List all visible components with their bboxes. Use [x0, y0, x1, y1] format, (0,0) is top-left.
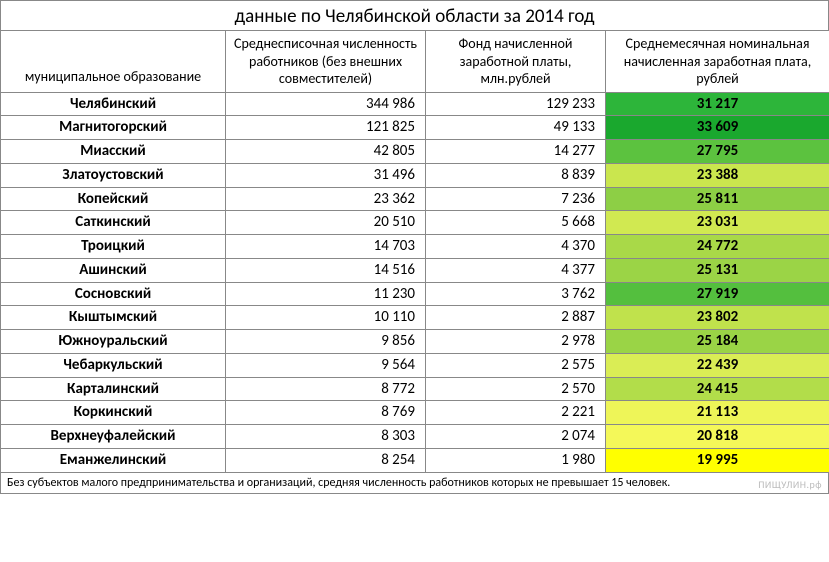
table-row: Чебаркульский9 5642 57522 439: [1, 353, 829, 377]
cell-municipality: Челябинский: [1, 92, 226, 116]
cell-municipality: Кыштымский: [1, 306, 226, 330]
cell-municipality: Златоустовский: [1, 163, 226, 187]
cell-workers: 344 986: [226, 92, 426, 116]
table-row: Южноуральский9 8562 97825 184: [1, 330, 829, 354]
cell-municipality: Сосновский: [1, 282, 226, 306]
cell-fund: 7 236: [426, 187, 606, 211]
cell-workers: 14 516: [226, 258, 426, 282]
cell-fund: 5 668: [426, 211, 606, 235]
cell-workers: 8 254: [226, 448, 426, 472]
footnote: Без субъектов малого предпринимательства…: [0, 473, 829, 494]
cell-wage: 27 919: [606, 282, 829, 306]
cell-workers: 20 510: [226, 211, 426, 235]
cell-municipality: Чебаркульский: [1, 353, 226, 377]
cell-workers: 10 110: [226, 306, 426, 330]
table-row: Верхнеуфалейский8 3032 07420 818: [1, 425, 829, 449]
cell-workers: 11 230: [226, 282, 426, 306]
cell-wage: 23 388: [606, 163, 829, 187]
cell-fund: 2 978: [426, 330, 606, 354]
cell-workers: 9 856: [226, 330, 426, 354]
cell-workers: 8 769: [226, 401, 426, 425]
table-row: Златоустовский31 4968 83923 388: [1, 163, 829, 187]
cell-workers: 14 703: [226, 235, 426, 259]
cell-wage: 20 818: [606, 425, 829, 449]
cell-municipality: Ашинский: [1, 258, 226, 282]
cell-fund: 2 575: [426, 353, 606, 377]
cell-fund: 129 233: [426, 92, 606, 116]
cell-municipality: Троицкий: [1, 235, 226, 259]
table-row: Еманжелинский8 2541 98019 995: [1, 448, 829, 472]
cell-wage: 25 184: [606, 330, 829, 354]
cell-municipality: Коркинский: [1, 401, 226, 425]
cell-fund: 3 762: [426, 282, 606, 306]
table-row: Копейский23 3627 23625 811: [1, 187, 829, 211]
header-row: муниципальное образование Среднесписочна…: [1, 31, 829, 93]
cell-fund: 2 074: [426, 425, 606, 449]
cell-municipality: Миасский: [1, 140, 226, 164]
table-row: Ашинский14 5164 37725 131: [1, 258, 829, 282]
col-header-workers: Среднесписочная численность работников (…: [226, 31, 426, 93]
col-header-municipality: муниципальное образование: [1, 31, 226, 93]
cell-municipality: Еманжелинский: [1, 448, 226, 472]
cell-wage: 24 415: [606, 377, 829, 401]
watermark: ПИЩУЛИН.рф: [758, 478, 822, 491]
table-row: Коркинский8 7692 22121 113: [1, 401, 829, 425]
cell-fund: 4 370: [426, 235, 606, 259]
table-container: данные по Челябинской области за 2014 го…: [0, 0, 829, 494]
cell-wage: 24 772: [606, 235, 829, 259]
cell-wage: 19 995: [606, 448, 829, 472]
cell-municipality: Копейский: [1, 187, 226, 211]
cell-workers: 121 825: [226, 116, 426, 140]
cell-fund: 2 887: [426, 306, 606, 330]
cell-wage: 25 131: [606, 258, 829, 282]
footnote-text: Без субъектов малого предпринимательства…: [7, 476, 670, 490]
cell-workers: 8 772: [226, 377, 426, 401]
cell-municipality: Саткинский: [1, 211, 226, 235]
cell-workers: 8 303: [226, 425, 426, 449]
cell-workers: 9 564: [226, 353, 426, 377]
cell-wage: 23 031: [606, 211, 829, 235]
cell-wage: 23 802: [606, 306, 829, 330]
cell-wage: 21 113: [606, 401, 829, 425]
cell-municipality: Южноуральский: [1, 330, 226, 354]
cell-fund: 8 839: [426, 163, 606, 187]
cell-fund: 14 277: [426, 140, 606, 164]
page-title: данные по Челябинской области за 2014 го…: [0, 0, 829, 30]
cell-fund: 4 377: [426, 258, 606, 282]
cell-wage: 27 795: [606, 140, 829, 164]
table-row: Челябинский344 986129 23331 217: [1, 92, 829, 116]
cell-fund: 2 221: [426, 401, 606, 425]
cell-wage: 22 439: [606, 353, 829, 377]
table-row: Магнитогорский121 82549 13333 609: [1, 116, 829, 140]
col-header-fund: Фонд начисленной заработной платы, млн.р…: [426, 31, 606, 93]
cell-fund: 2 570: [426, 377, 606, 401]
cell-workers: 42 805: [226, 140, 426, 164]
cell-fund: 49 133: [426, 116, 606, 140]
cell-municipality: Магнитогорский: [1, 116, 226, 140]
table-row: Миасский42 80514 27727 795: [1, 140, 829, 164]
cell-municipality: Карталинский: [1, 377, 226, 401]
table-row: Карталинский8 7722 57024 415: [1, 377, 829, 401]
cell-wage: 31 217: [606, 92, 829, 116]
cell-fund: 1 980: [426, 448, 606, 472]
cell-wage: 33 609: [606, 116, 829, 140]
cell-workers: 31 496: [226, 163, 426, 187]
table-row: Троицкий14 7034 37024 772: [1, 235, 829, 259]
data-table: муниципальное образование Среднесписочна…: [0, 30, 829, 473]
table-row: Сосновский11 2303 76227 919: [1, 282, 829, 306]
cell-workers: 23 362: [226, 187, 426, 211]
table-row: Саткинский20 5105 66823 031: [1, 211, 829, 235]
col-header-wage: Среднемесячная номинальная начисленная з…: [606, 31, 829, 93]
cell-municipality: Верхнеуфалейский: [1, 425, 226, 449]
cell-wage: 25 811: [606, 187, 829, 211]
table-row: Кыштымский10 1102 88723 802: [1, 306, 829, 330]
